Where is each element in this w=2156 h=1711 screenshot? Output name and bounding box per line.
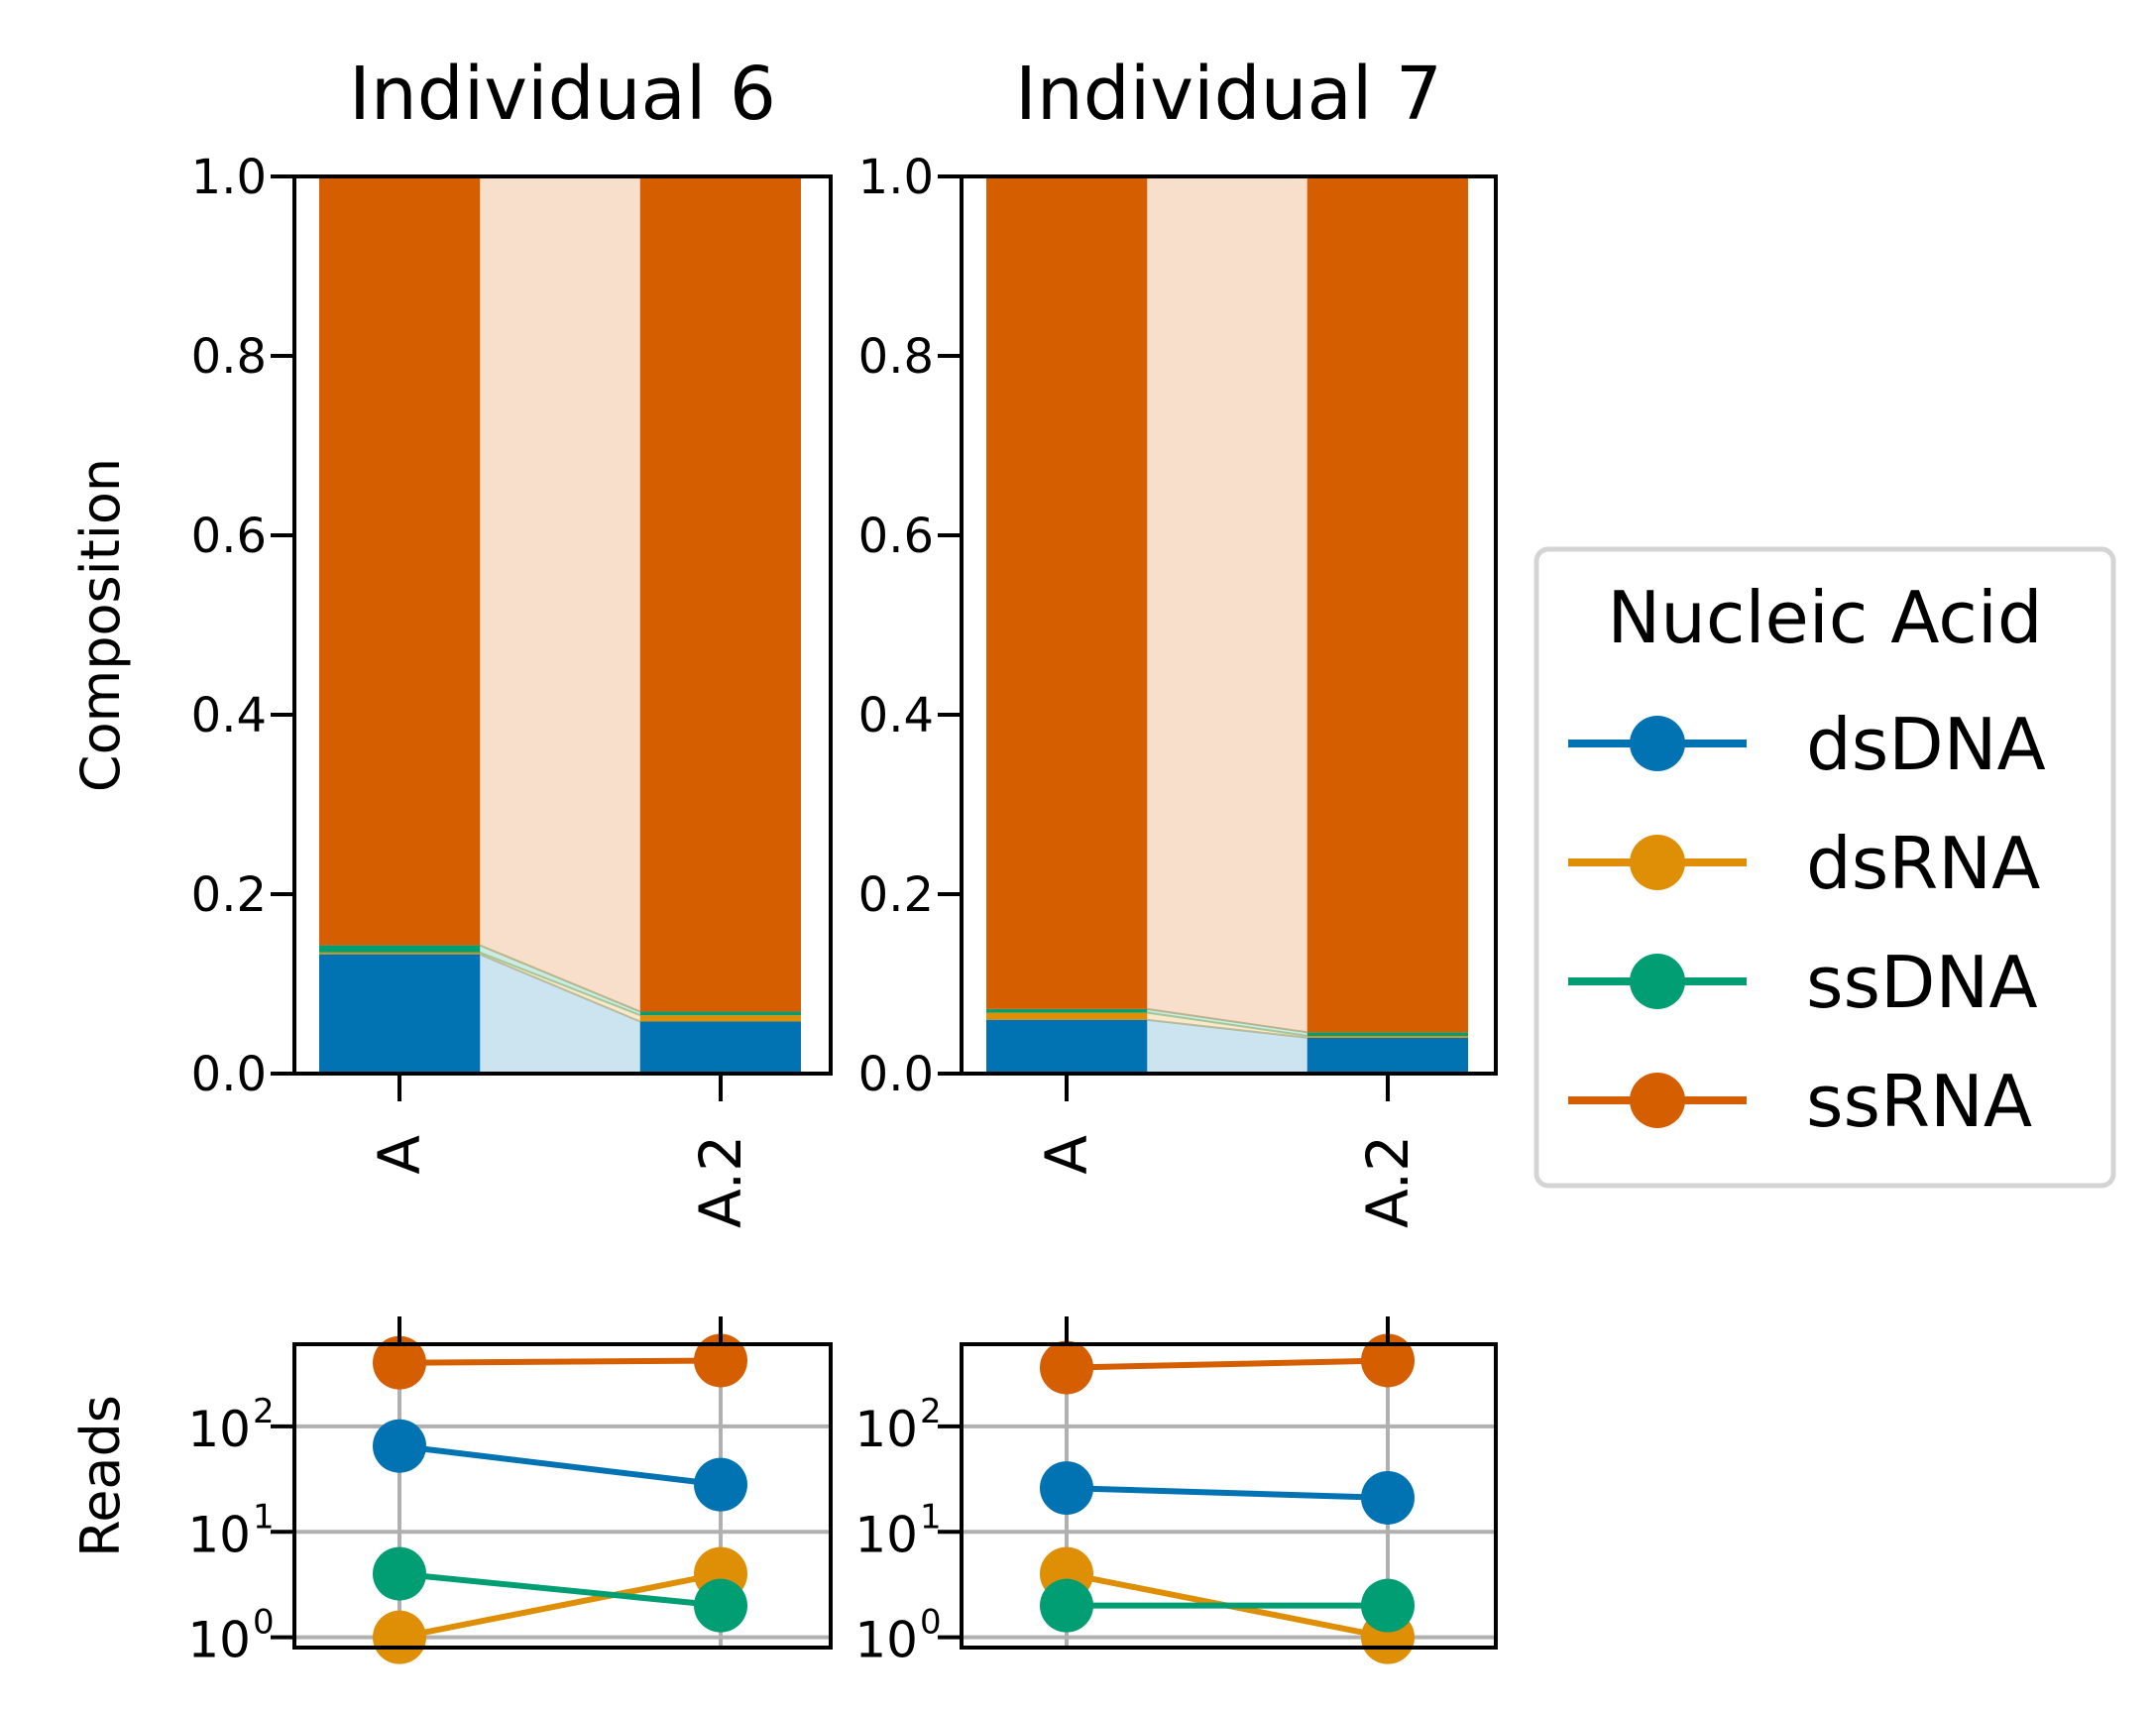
data-point-dsdna: [373, 1419, 426, 1473]
y-tick-exponent: 0: [253, 1603, 275, 1643]
y-tick-label: 0.0: [858, 1047, 934, 1102]
bar-segment-dsrna: [986, 1012, 1147, 1020]
legend-title: Nucleic Acid: [1607, 576, 2042, 659]
y-axis-label: Composition: [69, 458, 132, 792]
legend-marker-dsrna: [1630, 835, 1685, 890]
legend-label: ssDNA: [1806, 941, 2038, 1024]
y-tick-label: 0.0: [191, 1047, 267, 1102]
legend-label: dsRNA: [1806, 822, 2040, 905]
data-point-ssdna: [1040, 1578, 1093, 1633]
flow-band-ssrna: [479, 175, 641, 1014]
y-tick-base: 10: [187, 1612, 251, 1669]
legend-marker-ssdna: [1630, 954, 1685, 1009]
legend-label: ssRNA: [1806, 1060, 2032, 1143]
panel-title: Individual 6: [349, 52, 776, 137]
y-tick-label: 10: [854, 1506, 918, 1563]
bar-segment-dsrna: [319, 952, 480, 955]
legend-marker-ssrna: [1630, 1073, 1685, 1128]
y-tick-base: 10: [854, 1612, 918, 1669]
x-tick-label: A.2: [687, 1135, 754, 1228]
bar-segment-ssdna: [986, 1008, 1147, 1013]
data-point-ssdna: [1361, 1578, 1415, 1633]
y-tick-label: 0.2: [191, 867, 267, 923]
bar-segment-ssrna: [319, 176, 480, 946]
y-tick-exponent: 0: [920, 1603, 942, 1643]
bar-segment-dsdna: [319, 954, 480, 1074]
y-tick-label: 0.4: [858, 688, 934, 743]
data-point-ssrna: [1361, 1333, 1415, 1388]
data-point-dsrna: [373, 1610, 426, 1664]
data-point-ssrna: [1040, 1340, 1093, 1395]
series-line-ssdna: [398, 1570, 722, 1609]
y-tick-label: 1.0: [191, 150, 267, 205]
y-tick-label: 0.4: [191, 688, 267, 743]
composition-panel-2: Individual 7 0.0 0.2 0.4 0.6 0.8 1.0 A A.2: [858, 52, 1498, 1228]
legend-frame: [1533, 546, 2116, 1189]
data-point-dsdna: [1361, 1470, 1415, 1525]
y-tick-exponent: 1: [253, 1497, 275, 1537]
data-point-ssdna: [373, 1546, 426, 1601]
series-line-dsrna: [398, 1570, 722, 1641]
y-tick-label: 10: [187, 1506, 251, 1563]
series-line-ssrna: [1066, 1357, 1389, 1371]
bar-segment-ssdna: [1307, 1032, 1468, 1036]
bar-segment-dsdna: [986, 1019, 1147, 1074]
bar-segment-ssdna: [640, 1011, 801, 1016]
series-line-dsdna: [1066, 1485, 1389, 1501]
flow-band-ssrna: [1146, 175, 1308, 1034]
bar-segment-ssdna: [319, 945, 480, 953]
series-line-dsdna: [398, 1442, 722, 1488]
y-tick-label: 0.8: [191, 329, 267, 385]
composition-panel-1: Individual 6 0.0 0.2 0.4 0.6 0.8 1.0 A A.2: [191, 52, 833, 1228]
bar-segment-ssrna: [986, 176, 1147, 1009]
data-point-dsdna: [1040, 1461, 1093, 1516]
y-tick-exponent: 2: [253, 1392, 275, 1431]
legend-label: dsDNA: [1806, 703, 2046, 786]
data-point-ssrna: [373, 1335, 426, 1390]
y-tick-base: 10: [187, 1401, 251, 1458]
y-tick-exponent: 2: [920, 1392, 942, 1431]
y-tick-exponent: 1: [920, 1497, 942, 1537]
series-line-ssrna: [398, 1357, 722, 1366]
plot-frame: [960, 174, 1498, 1076]
bar-segment-ssrna: [1307, 176, 1468, 1033]
bar-segment-dsdna: [640, 1021, 801, 1074]
y-tick-base: 10: [854, 1401, 918, 1458]
x-tick-label: A: [366, 1135, 433, 1175]
panel-title: Individual 7: [1015, 52, 1442, 137]
legend-marker-dsdna: [1630, 716, 1685, 771]
x-tick-label: A: [1033, 1135, 1100, 1175]
plot-frame: [960, 1342, 1498, 1650]
y-tick-label: 0.6: [858, 509, 934, 564]
bar-segment-ssrna: [640, 176, 801, 1012]
y-tick-label: 0.8: [858, 329, 934, 385]
plot-frame: [292, 174, 833, 1076]
bar-segment-dsrna: [640, 1015, 801, 1022]
y-tick-label: 1.0: [858, 150, 934, 205]
legend: Nucleic Acid dsDNA dsRNA ssDNA ssRNA: [1533, 546, 2116, 1189]
y-tick-label: 10: [187, 1612, 251, 1669]
y-tick-label: 10: [854, 1401, 918, 1458]
data-point-ssdna: [694, 1578, 747, 1633]
y-tick-label: 10: [187, 1401, 251, 1458]
data-point-dsdna: [694, 1457, 747, 1512]
x-tick-label: A.2: [1354, 1135, 1421, 1228]
y-tick-label: 0.6: [191, 509, 267, 564]
bar-segment-dsdna: [1307, 1037, 1468, 1074]
y-tick-base: 10: [187, 1506, 251, 1563]
y-tick-label: 0.2: [858, 867, 934, 923]
data-point-ssrna: [694, 1333, 747, 1388]
y-tick-base: 10: [854, 1506, 918, 1563]
y-tick-label: 10: [854, 1612, 918, 1669]
bar-segment-dsrna: [1307, 1035, 1468, 1038]
plot-frame: [292, 1342, 833, 1650]
y-axis-label: Reads: [69, 1395, 132, 1557]
